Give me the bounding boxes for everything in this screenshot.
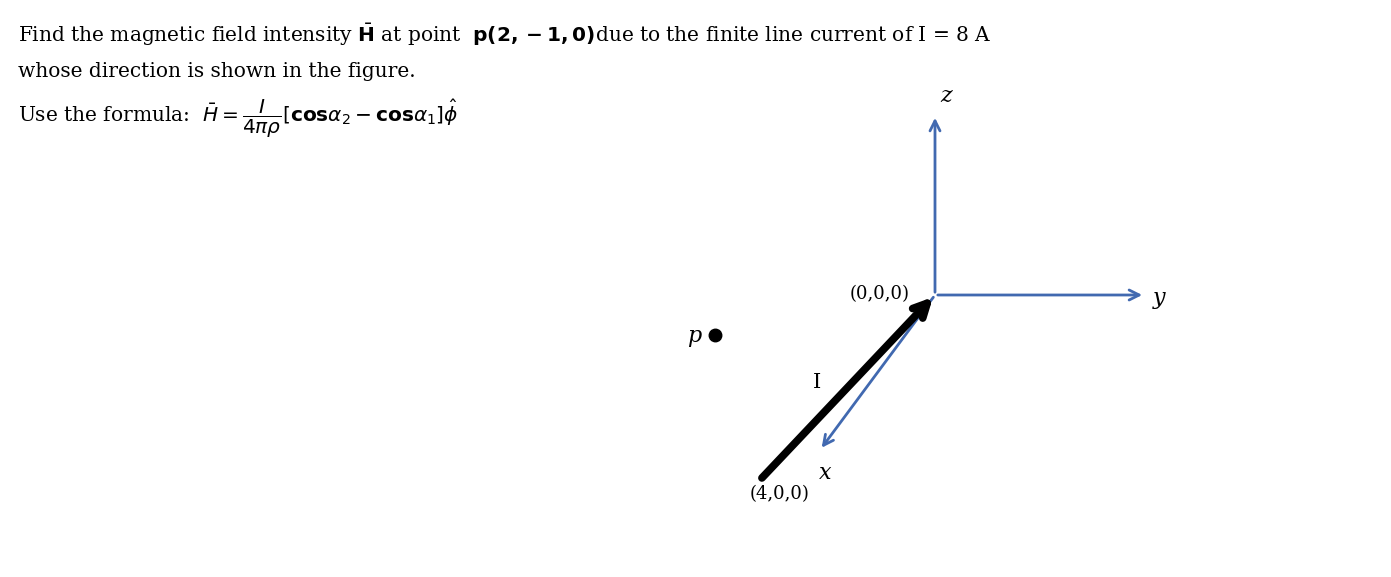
Text: y: y xyxy=(1153,287,1166,309)
Text: whose direction is shown in the figure.: whose direction is shown in the figure. xyxy=(18,62,416,81)
Text: z: z xyxy=(940,85,951,107)
Text: p: p xyxy=(687,325,701,347)
Text: (4,0,0): (4,0,0) xyxy=(750,485,810,503)
Text: Find the magnetic field intensity $\bar{\mathbf{H}}$ at point  $\mathbf{p(2,-1,0: Find the magnetic field intensity $\bar{… xyxy=(18,22,992,48)
Text: x: x xyxy=(819,462,832,484)
Text: I: I xyxy=(814,373,822,392)
Text: (0,0,0): (0,0,0) xyxy=(850,285,910,303)
Text: Use the formula:  $\bar{H} = \dfrac{I}{4\pi\rho}\left[\mathbf{cos}\alpha_2 - \ma: Use the formula: $\bar{H} = \dfrac{I}{4\… xyxy=(18,98,458,140)
